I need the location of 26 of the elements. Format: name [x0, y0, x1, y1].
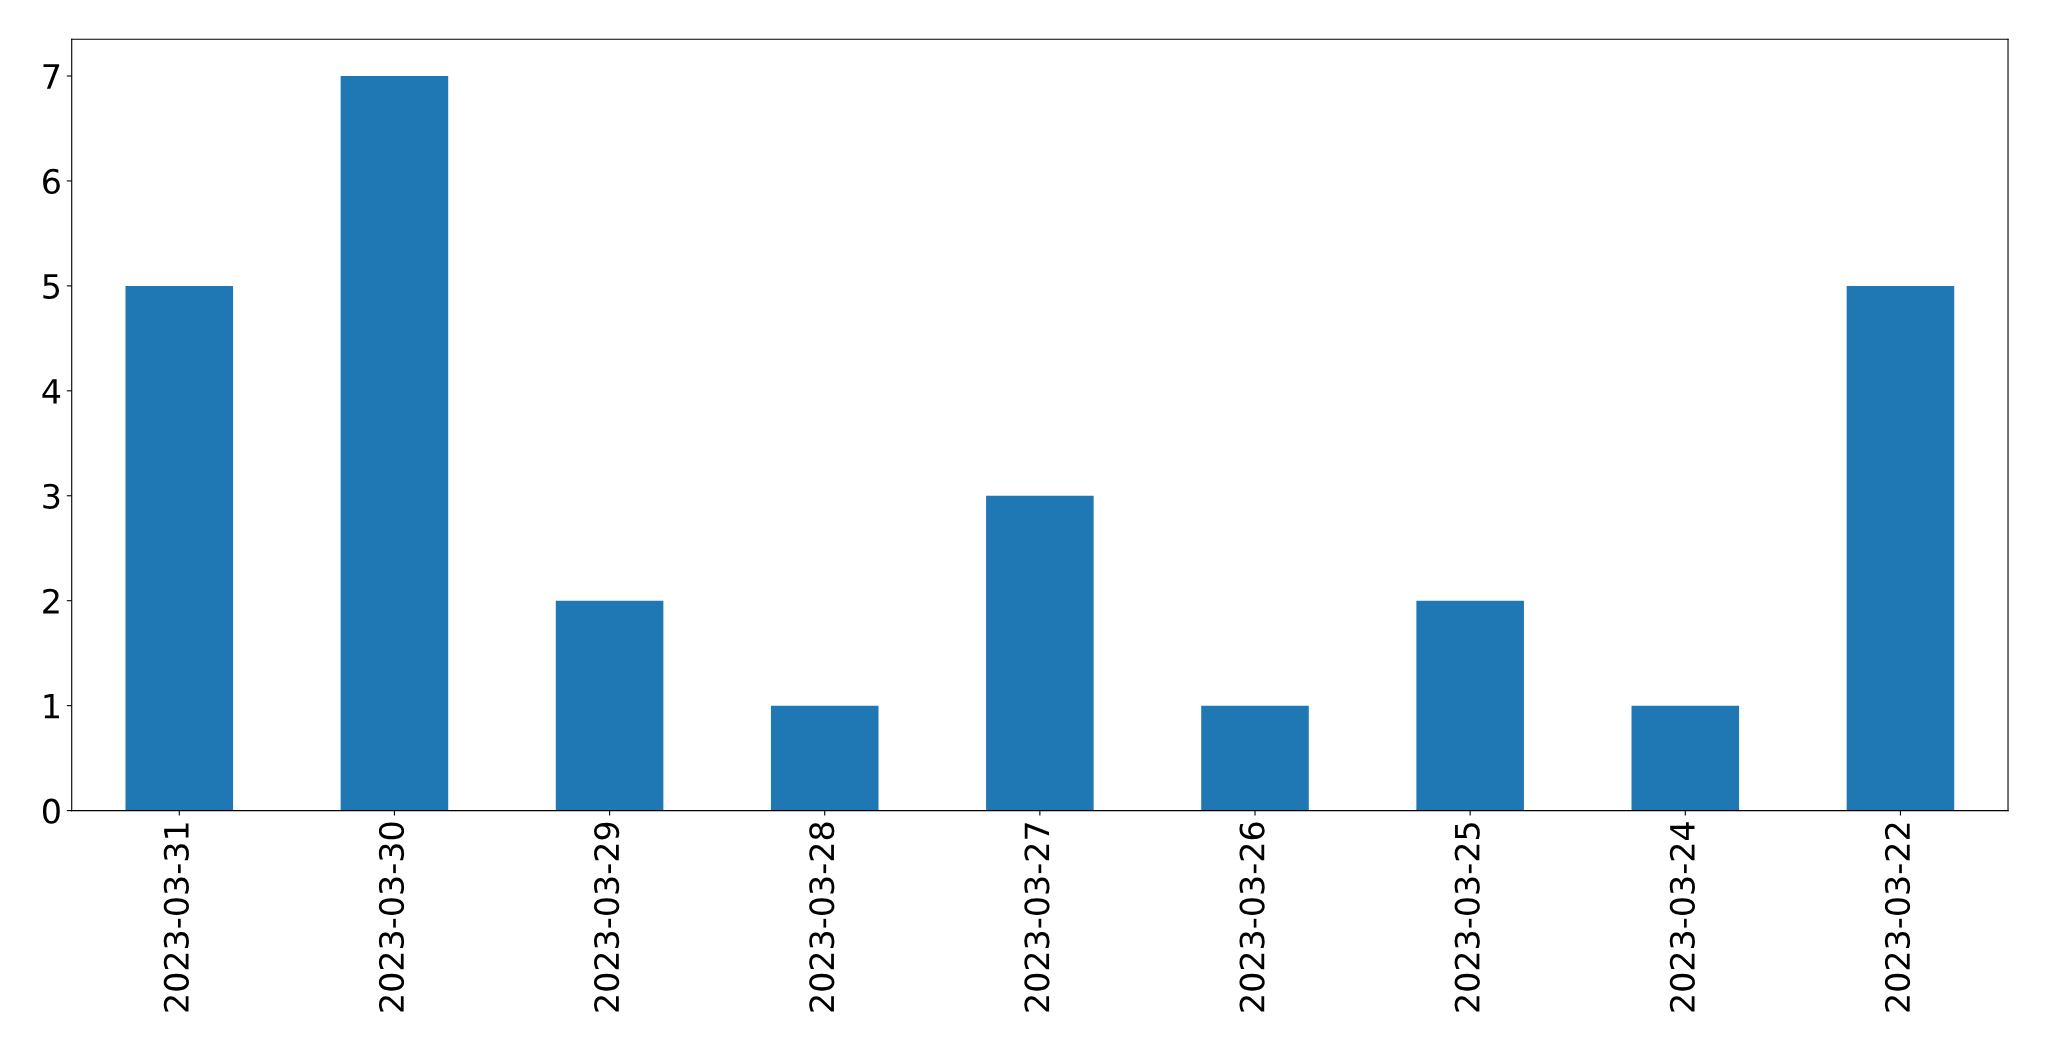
y-tick-label: 4 [42, 379, 61, 404]
x-tick-label: 2023-03-24 [1669, 822, 1695, 1012]
bar [1201, 705, 1309, 811]
y-tick-label: 7 [43, 64, 60, 89]
y-tick-label: 6 [43, 168, 60, 195]
bar [1846, 285, 1955, 811]
bar [340, 75, 449, 811]
x-tick-label: 2023-03-30 [378, 822, 405, 1012]
x-tick-label: 2023-03-29 [594, 822, 620, 1012]
bar [770, 705, 879, 811]
bar [555, 600, 664, 811]
x-tick-label: 2023-03-27 [1024, 823, 1050, 1012]
y-tick-label: 5 [43, 274, 60, 300]
bar [125, 285, 234, 811]
y-tick-label: 0 [42, 798, 60, 824]
bar [1631, 705, 1740, 811]
x-tick-label: 2023-03-26 [1239, 822, 1265, 1012]
bar [986, 495, 1094, 811]
bar [1416, 600, 1524, 811]
x-tick-label: 2023-03-22 [1884, 823, 1911, 1012]
x-tick-label: 2023-03-28 [809, 822, 835, 1012]
y-tick-label: 1 [44, 694, 59, 719]
x-tick-label: 2023-03-31 [163, 823, 189, 1012]
x-tick-label: 2023-03-25 [1454, 823, 1480, 1012]
y-tick-label: 3 [43, 483, 60, 509]
y-tick-label: 2 [43, 588, 59, 614]
